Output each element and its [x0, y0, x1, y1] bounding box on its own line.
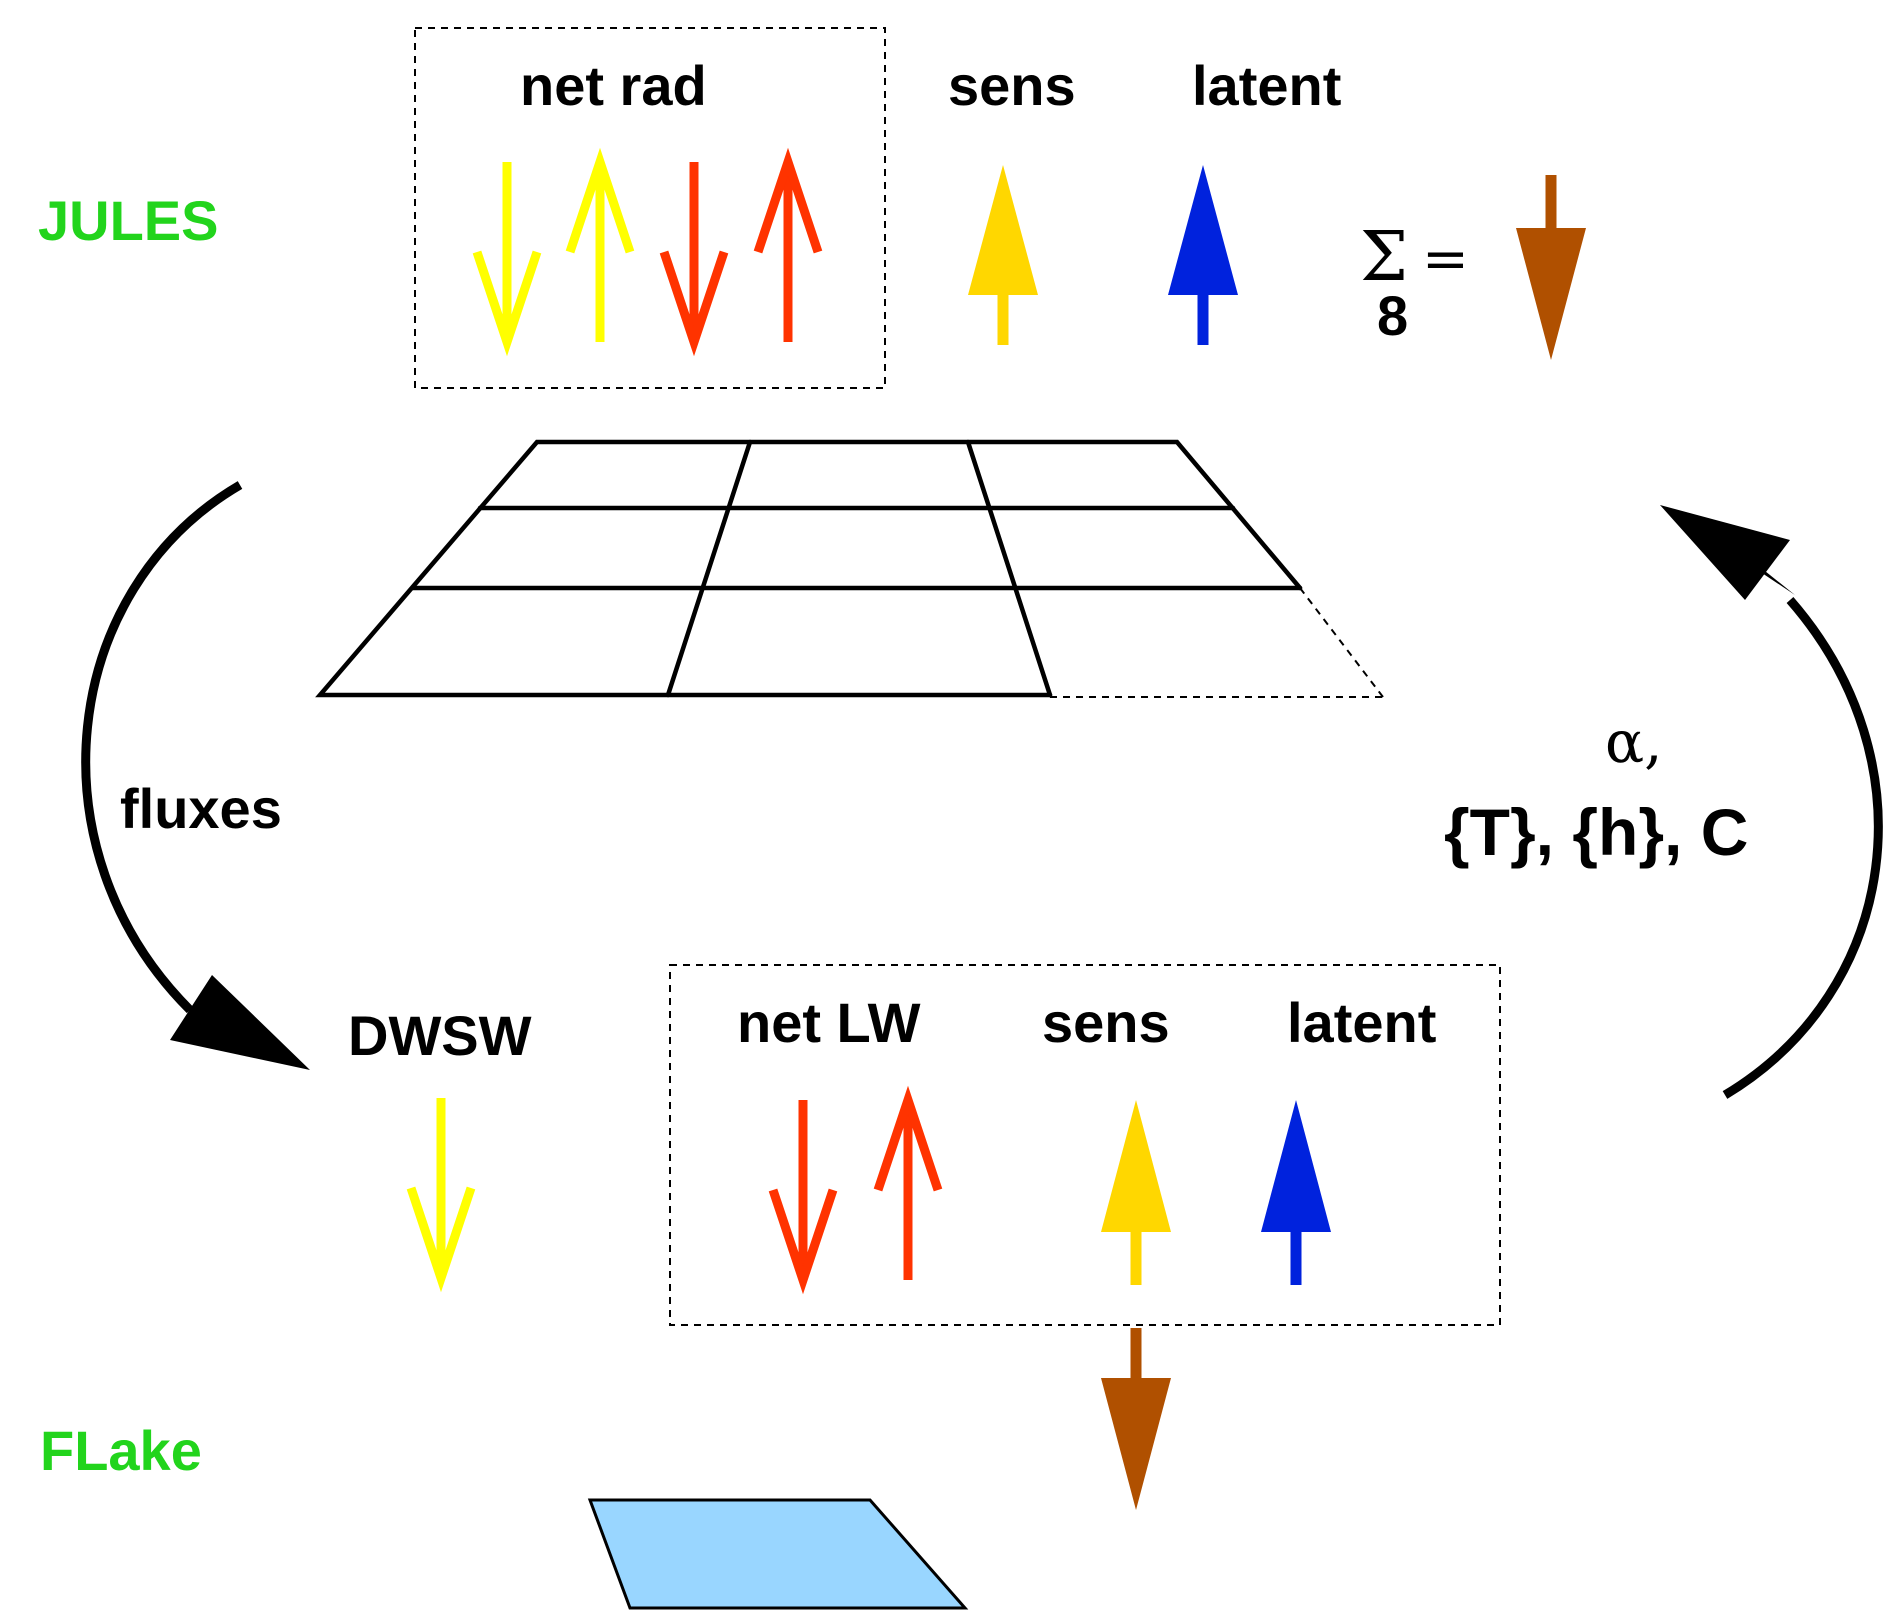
jules-sensible-arrow: [968, 165, 1038, 345]
flake-sens-label: sens: [1042, 991, 1170, 1054]
flake-lw-down-arrow: [773, 1100, 833, 1280]
sum-symbol: Σ: [1360, 218, 1408, 297]
dwsw-label: DWSW: [348, 1004, 532, 1067]
jules-model-label: JULES: [38, 189, 219, 252]
flake-lw-up-arrow: [878, 1100, 938, 1280]
flake-ground-heat-arrow: [1101, 1328, 1171, 1510]
net-rad-box: [414, 27, 886, 389]
sum-index: 8: [1377, 284, 1408, 347]
jules-sw-up-arrow: [570, 162, 630, 342]
jules-lw-down-arrow: [664, 162, 724, 342]
state-variables-label: {T}, {h}, C: [1444, 795, 1748, 869]
sum-equals: =: [1422, 227, 1469, 292]
flake-latent-label: latent: [1287, 991, 1436, 1054]
fluxes-label: fluxes: [120, 777, 282, 840]
alpha-label: α,: [1605, 708, 1663, 776]
lake-surface: [587, 1498, 969, 1610]
jules-latent-arrow: [1168, 165, 1238, 345]
flake-flux-box: [669, 964, 1501, 1326]
flake-sw-down-arrow: [411, 1098, 471, 1278]
flake-model-label: FLake: [40, 1419, 202, 1482]
fluxes-cycle-arrow: [81, 481, 310, 1070]
jules-latent-label: latent: [1192, 54, 1341, 117]
jules-lw-up-arrow: [758, 162, 818, 342]
grid-surface: [315, 439, 1384, 698]
flake-sensible-arrow: [1101, 1100, 1171, 1285]
jules-ground-heat-arrow: [1516, 175, 1586, 360]
net-rad-label: net rad: [520, 54, 707, 117]
jules-sens-label: sens: [948, 54, 1076, 117]
state-variables-cycle-arrow: [1660, 505, 1883, 1099]
net-lw-label: net LW: [737, 991, 921, 1054]
jules-sw-down-arrow: [477, 162, 537, 342]
flake-latent-arrow: [1261, 1100, 1331, 1285]
